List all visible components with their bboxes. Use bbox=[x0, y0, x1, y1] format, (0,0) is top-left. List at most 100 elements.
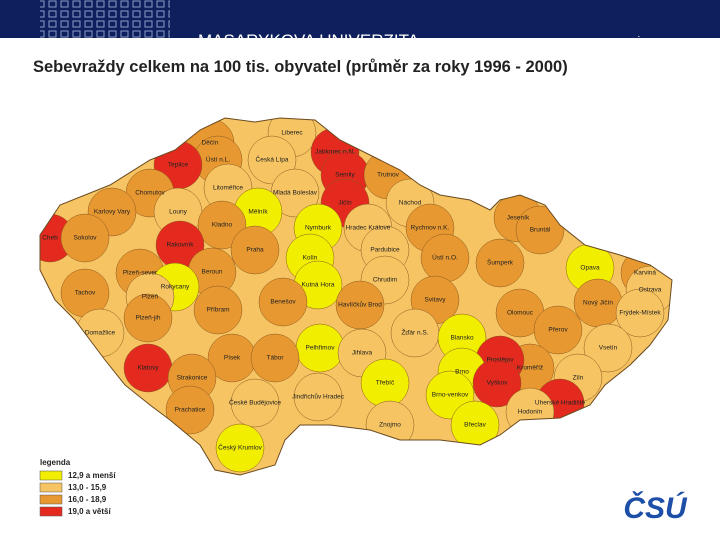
district-label: Plzeň-sever bbox=[123, 270, 158, 277]
district-label: Frýdek-Místek bbox=[619, 310, 661, 317]
district-label: Plzeň-jih bbox=[136, 315, 161, 322]
district-label: Kolín bbox=[303, 255, 318, 262]
district-label: Trutnov bbox=[377, 172, 400, 179]
district-label: Teplice bbox=[168, 162, 189, 169]
district-label: Ostrava bbox=[639, 287, 662, 294]
district-label: Český Krumlov bbox=[218, 443, 262, 452]
legend-label: 16,0 - 18,9 bbox=[68, 495, 107, 504]
district-label: Prachatice bbox=[175, 407, 206, 414]
district-label: Nový Jičín bbox=[583, 300, 613, 307]
district-label: Klatovy bbox=[137, 365, 159, 372]
district-label: Cheb bbox=[42, 235, 58, 242]
district-label: Mladá Boleslav bbox=[273, 190, 318, 197]
district bbox=[475, 238, 525, 288]
district-label: Rokycany bbox=[161, 284, 190, 291]
district-label: Břeclav bbox=[464, 422, 486, 429]
district-label: Blansko bbox=[450, 335, 474, 342]
district-label: Chrudim bbox=[373, 277, 398, 284]
district-label: Jihlava bbox=[352, 350, 373, 357]
district bbox=[472, 358, 522, 408]
district-label: Brno-venkov bbox=[432, 392, 469, 399]
legend-swatch bbox=[39, 482, 63, 493]
district-label: Pelhřimov bbox=[306, 345, 336, 352]
legend-swatch bbox=[39, 506, 63, 517]
district bbox=[230, 225, 280, 275]
district bbox=[258, 277, 308, 327]
district-label: Karlovy Vary bbox=[94, 209, 131, 216]
district-label: České Budějovice bbox=[229, 398, 281, 407]
district-label: Česká Lípa bbox=[256, 155, 289, 164]
district-label: Mělník bbox=[248, 209, 268, 216]
district-label: Louny bbox=[169, 209, 187, 216]
district-label: Havlíčkův Brod bbox=[338, 301, 382, 309]
district-label: Žďár n.S. bbox=[401, 328, 428, 337]
district-label: Bruntál bbox=[530, 227, 551, 234]
district-label: Tachov bbox=[75, 290, 96, 297]
district-label: Domažlice bbox=[85, 330, 116, 337]
district bbox=[193, 285, 243, 335]
district-label: Jičín bbox=[338, 200, 352, 207]
district-label: Rychnov n.K. bbox=[411, 225, 450, 232]
district-label: Ústí n.O. bbox=[432, 253, 458, 262]
district-label: Uherské Hradiště bbox=[535, 400, 586, 407]
district bbox=[123, 293, 173, 343]
legend: 12,9 a menší 13,0 - 15,9 16,0 - 18,9 19,0 a… bbox=[39, 470, 116, 517]
district-label: Prostějov bbox=[486, 357, 514, 364]
district-label: Jeseník bbox=[507, 215, 530, 222]
district-label: Kutná Hora bbox=[302, 282, 335, 289]
district-label: Olomouc bbox=[507, 310, 534, 317]
district-label: Kroměříž bbox=[517, 365, 543, 372]
district-label: Přerov bbox=[548, 327, 568, 334]
district-label: Praha bbox=[246, 247, 264, 254]
district-label: Jablonec n.N. bbox=[315, 149, 355, 156]
district bbox=[250, 333, 300, 383]
district-label: Písek bbox=[224, 355, 241, 362]
district bbox=[60, 213, 110, 263]
district bbox=[533, 305, 583, 355]
district bbox=[165, 385, 215, 435]
legend-label: 13,0 - 15,9 bbox=[68, 483, 107, 492]
district-label: Kladno bbox=[212, 222, 233, 229]
district bbox=[515, 205, 565, 255]
district-label: Znojmo bbox=[379, 422, 401, 429]
district-label: Sokolov bbox=[73, 235, 97, 242]
header-pattern bbox=[40, 0, 170, 38]
district bbox=[197, 200, 247, 250]
district-label: Jindřichův Hradec bbox=[292, 393, 345, 401]
district-label: Pardubice bbox=[370, 247, 400, 254]
district-label: Karviná bbox=[634, 270, 656, 277]
district-label: Hradec Králové bbox=[346, 225, 391, 232]
district-label: Šumperk bbox=[487, 258, 514, 267]
district-label: Liberec bbox=[281, 130, 303, 137]
district-label: Chomutov bbox=[135, 190, 165, 197]
district-label: Opava bbox=[580, 265, 600, 272]
district-label: Ústí n.L. bbox=[206, 155, 230, 164]
district-label: Děčín bbox=[202, 140, 219, 147]
district-label: Strakonice bbox=[177, 375, 208, 382]
legend-title: legenda bbox=[40, 458, 71, 467]
university-url: www.muni.cz bbox=[589, 35, 654, 47]
district-label: Rakovník bbox=[166, 242, 194, 249]
district-label: Beroun bbox=[202, 269, 223, 276]
district-label: Semily bbox=[335, 172, 355, 179]
district-label: Plzeň bbox=[142, 294, 159, 301]
district-label: Nymburk bbox=[305, 225, 332, 232]
district bbox=[215, 423, 265, 473]
district-label: Hodonín bbox=[518, 409, 543, 416]
district-label: Brno bbox=[455, 369, 469, 376]
district-label: Tábor bbox=[267, 355, 285, 362]
university-name: MASARYKOVA UNIVERZITA bbox=[198, 31, 420, 50]
district-label: Náchod bbox=[399, 200, 422, 207]
district-label: Zlín bbox=[573, 375, 584, 382]
district-label: Litoměřice bbox=[213, 185, 243, 192]
map-title: Sebevraždy celkem na 100 tis. obyvatel (… bbox=[33, 58, 568, 76]
district-label: Vsetín bbox=[599, 345, 618, 352]
logo: ČSÚ bbox=[623, 491, 688, 525]
district-label: Příbram bbox=[206, 307, 229, 314]
legend-swatch bbox=[39, 470, 63, 481]
district-label: Svitavy bbox=[425, 297, 447, 304]
district-labels: Děčín Liberec Jablonec n.N. Ústí n.L. Teplic… bbox=[42, 130, 662, 452]
district-label: Benešov bbox=[270, 299, 296, 306]
legend-label: 19,0 a větší bbox=[68, 507, 111, 516]
